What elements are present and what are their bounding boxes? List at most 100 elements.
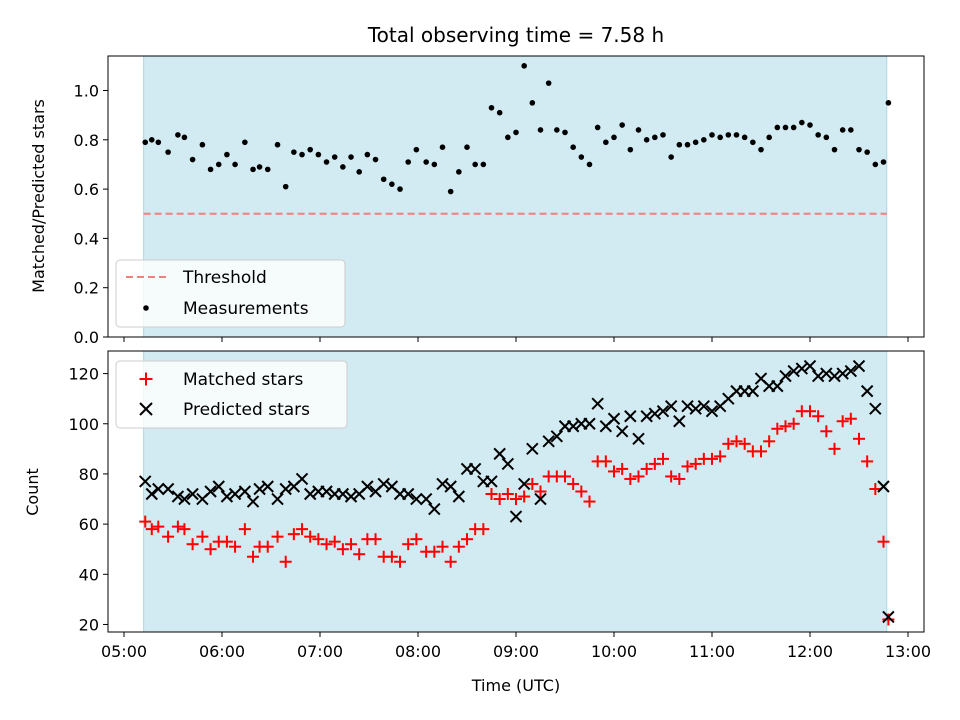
- bottom-legend-box: [115, 360, 348, 429]
- predicted-star-point: [697, 399, 711, 413]
- matched-star-point: [518, 490, 531, 503]
- measurement-point: [488, 104, 495, 111]
- matched-star-point: [722, 437, 735, 450]
- measurement-point: [189, 156, 196, 163]
- x-tick-label: 09:00: [493, 642, 539, 661]
- predicted-star-point: [419, 492, 433, 506]
- measurement-point: [282, 183, 289, 190]
- x-tick-label: 07:00: [297, 642, 343, 661]
- measurement-point: [480, 161, 487, 168]
- measurement-point: [340, 164, 346, 170]
- matched-star-point: [673, 472, 686, 485]
- measurement-point: [423, 159, 429, 165]
- predicted-star-point: [361, 480, 374, 493]
- measurement-point: [554, 127, 560, 133]
- y-tick-label: 120: [68, 365, 99, 384]
- bottom-legend: Matched stars Predicted stars: [115, 360, 348, 429]
- measurement-point: [880, 159, 887, 165]
- predicted-star-point: [428, 502, 441, 516]
- matched-star-point: [640, 462, 653, 475]
- measurement-point: [823, 134, 830, 141]
- predicted-star-point: [705, 405, 719, 418]
- chart-title: Total observing time = 7.58 h: [367, 23, 664, 47]
- measurement-point: [380, 176, 387, 183]
- measurement-point: [545, 80, 552, 86]
- measurement-point: [207, 166, 214, 173]
- matched-star-point: [853, 432, 865, 445]
- matched-star-point: [279, 555, 292, 568]
- measurement-point: [155, 139, 162, 146]
- predicted-star-point: [624, 410, 637, 423]
- measurement-point: [790, 124, 797, 131]
- matched-star-point: [178, 523, 191, 536]
- measurement-point: [274, 141, 281, 148]
- measurement-point: [603, 139, 609, 146]
- predicted-star-point: [542, 435, 555, 448]
- measurement-point: [799, 119, 805, 126]
- matched-star-point: [394, 555, 407, 568]
- top-legend: Threshold Measurements: [115, 259, 346, 328]
- matched-star-point: [353, 548, 366, 561]
- predicted-star-point: [228, 487, 242, 501]
- predicted-star-point: [410, 492, 423, 506]
- predicted-star-point: [869, 402, 882, 415]
- predicted-star-point: [452, 490, 466, 503]
- measurement-point: [513, 129, 519, 136]
- matched-star-point: [287, 528, 300, 541]
- measurement-point: [199, 141, 206, 148]
- measurement-point: [181, 134, 188, 141]
- predicted-star-point: [591, 397, 604, 410]
- matched-star-point: [204, 543, 217, 556]
- predicted-star-point: [171, 490, 185, 503]
- matched-star-point: [648, 457, 661, 470]
- legend-predicted-swatch: [139, 402, 153, 416]
- matched-star-point: [162, 530, 175, 543]
- legend-matched-label: Matched stars: [183, 370, 303, 390]
- matched-star-point: [730, 435, 743, 448]
- x-tick-label: 12:00: [787, 642, 833, 661]
- predicted-star-point: [253, 482, 266, 496]
- predicted-star-point: [186, 487, 199, 501]
- matched-star-point: [369, 533, 382, 546]
- matched-star-point: [599, 455, 612, 468]
- predicted-star-point: [771, 379, 784, 393]
- predicted-star-point: [673, 415, 686, 428]
- matched-star-point: [828, 442, 841, 455]
- predicted-star-point: [238, 485, 252, 498]
- matched-star-point: [171, 520, 184, 533]
- measurement-point: [856, 146, 862, 153]
- predicted-star-point: [468, 462, 482, 476]
- matched-star-point: [836, 415, 849, 428]
- predicted-star-point: [779, 369, 792, 383]
- measurement-point: [872, 161, 879, 168]
- predicted-star-point: [811, 369, 825, 383]
- matched-star-point: [328, 535, 341, 548]
- y-tick-label: 0.6: [74, 180, 99, 199]
- matched-star-point: [820, 425, 833, 438]
- measurement-point: [439, 144, 446, 151]
- measurement-point: [331, 154, 338, 160]
- matched-star-point: [567, 477, 580, 490]
- measurement-point: [885, 100, 892, 106]
- measurement-point: [578, 154, 585, 160]
- matched-star-point: [706, 452, 718, 465]
- predicted-star-point: [336, 487, 350, 501]
- measurement-point: [807, 122, 813, 128]
- measurement-point: [717, 134, 723, 141]
- measurement-point: [594, 124, 601, 131]
- matched-star-point: [320, 538, 333, 551]
- predicted-star-point: [152, 482, 165, 496]
- matched-star-point: [657, 452, 669, 465]
- matched-star-point: [410, 533, 423, 546]
- measurement-point: [635, 127, 642, 133]
- predicted-star-point: [860, 384, 874, 398]
- matched-star-point: [336, 543, 349, 556]
- x-tick-label: 06:00: [199, 642, 245, 661]
- predicted-star-point: [161, 482, 175, 496]
- measurement-point: [766, 134, 772, 141]
- matched-star-point: [296, 523, 309, 536]
- measurement-point: [570, 144, 576, 151]
- measurement-point: [323, 159, 330, 165]
- measurement-point: [741, 134, 748, 141]
- predicted-star-point: [493, 447, 506, 461]
